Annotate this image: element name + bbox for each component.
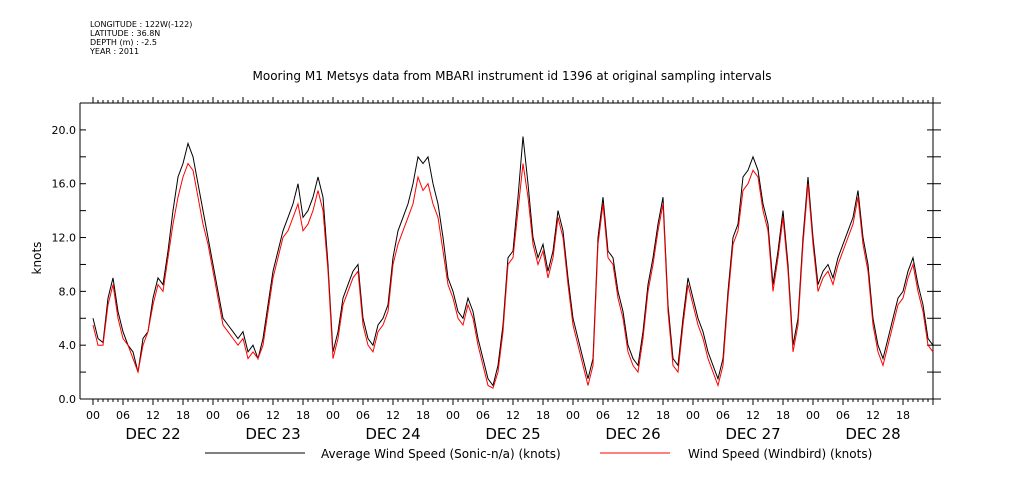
x-hour-label: 12	[266, 409, 280, 422]
x-hour-label: 18	[416, 409, 430, 422]
x-hour-label: 00	[686, 409, 700, 422]
x-hour-label: 06	[596, 409, 610, 422]
x-hour-label: 06	[836, 409, 850, 422]
x-hour-label: 00	[326, 409, 340, 422]
legend-label: Wind Speed (Windbird) (knots)	[688, 447, 872, 461]
x-hour-label: 00	[86, 409, 100, 422]
x-hour-label: 12	[746, 409, 760, 422]
legend-label: Average Wind Speed (Sonic-n/a) (knots)	[321, 447, 561, 461]
series-line-windbird-wind-speed	[92, 162, 934, 389]
x-hour-label: 06	[476, 409, 490, 422]
axes: 00 06 12 18 00 06 12 18 00 06 12 18 00 06 12 18 00 06 12 18…	[52, 97, 941, 443]
y-tick-label: 8.0	[59, 285, 77, 298]
x-hour-label: 18	[656, 409, 670, 422]
x-hour-label: 12	[506, 409, 520, 422]
y-tick-label: 0.0	[59, 393, 77, 406]
x-hour-label: 06	[236, 409, 250, 422]
x-hour-label: 12	[626, 409, 640, 422]
legend: Average Wind Speed (Sonic-n/a) (knots) Wi…	[205, 447, 872, 461]
chart-title: Mooring M1 Metsys data from MBARI instru…	[253, 69, 772, 83]
header-latitude: LATITUDE : 36.8N	[90, 29, 161, 38]
series-line-average-wind-speed	[92, 136, 934, 387]
series-layer	[92, 136, 934, 389]
x-hour-label: 18	[296, 409, 310, 422]
x-hour-label: 12	[386, 409, 400, 422]
x-day-label: DEC 27	[725, 425, 780, 443]
y-tick-label: 20.0	[52, 124, 77, 137]
x-day-label: DEC 28	[845, 425, 900, 443]
x-day-label: DEC 24	[365, 425, 420, 443]
y-axis-label: knots	[30, 242, 44, 275]
x-hour-label: 00	[446, 409, 460, 422]
x-hour-label: 18	[776, 409, 790, 422]
x-hour-label: 12	[146, 409, 160, 422]
x-hour-label: 18	[176, 409, 190, 422]
x-hour-label: 06	[116, 409, 130, 422]
x-hour-label: 06	[356, 409, 370, 422]
x-hour-label: 18	[536, 409, 550, 422]
y-tick-label: 12.0	[52, 232, 77, 245]
x-day-label: DEC 23	[245, 425, 300, 443]
x-day-label: DEC 22	[125, 425, 180, 443]
x-hour-label: 18	[896, 409, 910, 422]
x-day-label: DEC 25	[485, 425, 540, 443]
header-longitude: LONGITUDE : 122W(-122)	[90, 20, 193, 29]
x-hour-label: 00	[206, 409, 220, 422]
x-hour-label: 06	[716, 409, 730, 422]
y-tick-label: 4.0	[59, 339, 77, 352]
x-day-label: DEC 26	[605, 425, 660, 443]
y-tick-label: 16.0	[52, 178, 77, 191]
header-year: YEAR : 2011	[90, 47, 140, 56]
x-hour-label: 12	[866, 409, 880, 422]
x-hour-label: 00	[806, 409, 820, 422]
x-hour-label: 00	[566, 409, 580, 422]
header-depth: DEPTH (m) : -2.5	[90, 38, 157, 47]
